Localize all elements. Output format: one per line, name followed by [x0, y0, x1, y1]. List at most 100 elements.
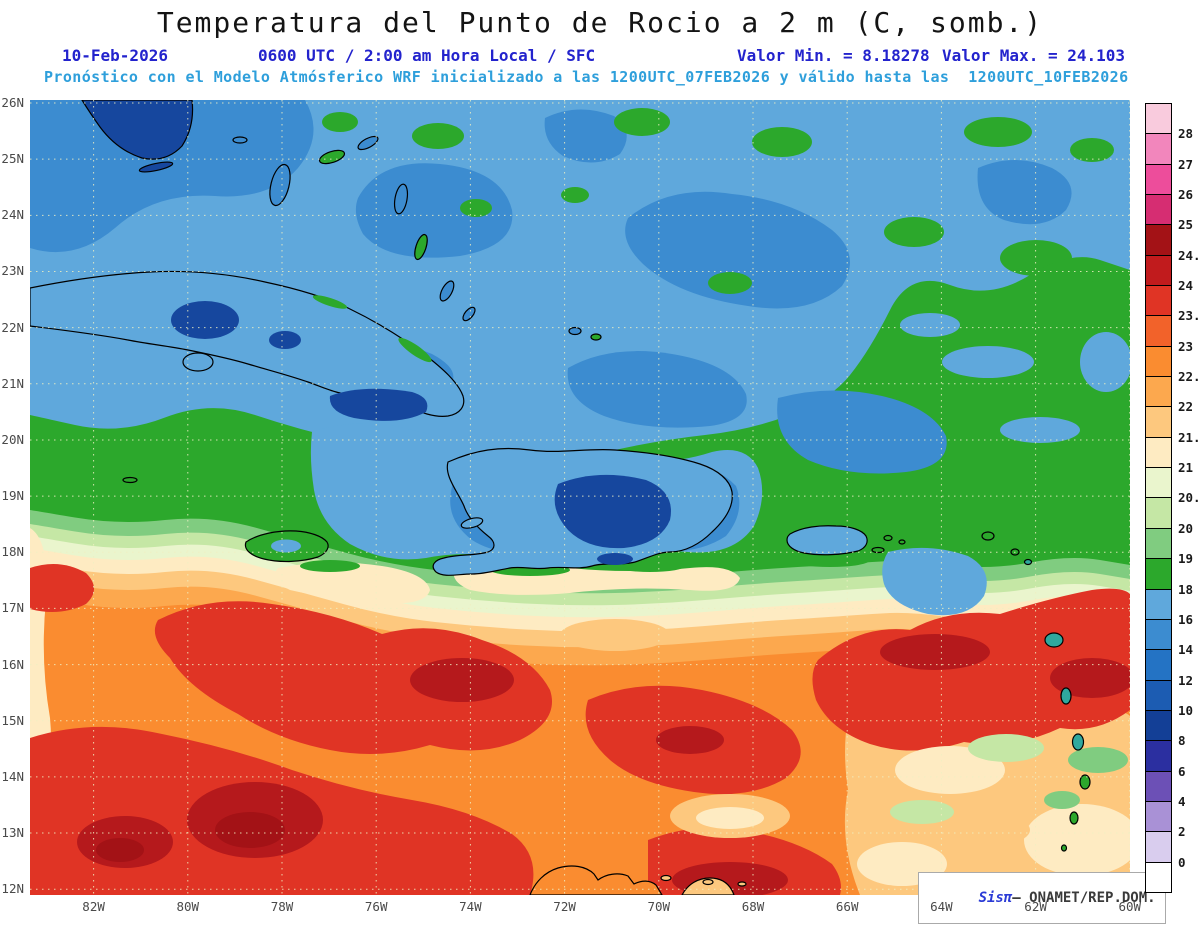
colorbar-tick-label: 0	[1178, 854, 1186, 870]
cuba-cold-spot	[171, 301, 239, 339]
lon-tick-label: 76W	[364, 899, 388, 914]
cuba-cold-spot	[269, 331, 301, 349]
jamaica-interior	[271, 539, 301, 553]
colorbar-cell: 21	[1146, 437, 1193, 475]
islands	[30, 100, 1091, 895]
turks-caicos	[568, 326, 582, 336]
contour-map-svg	[30, 100, 1130, 895]
lon-tick-label: 72W	[553, 899, 576, 914]
bahamas-island	[269, 163, 291, 207]
dominica	[1060, 687, 1072, 705]
lat-tick-label: 16N	[1, 656, 24, 672]
bahamas-island	[462, 306, 476, 322]
puerto-rico-coast	[786, 525, 868, 556]
latlon-grid	[30, 100, 1130, 895]
vieques-island	[871, 546, 885, 554]
colorbar-cell: 12	[1146, 650, 1193, 688]
colorbar-tick-label: 20.5	[1178, 490, 1200, 506]
colorbar-tick-label: 10	[1178, 702, 1194, 718]
colorbar-cell: 23	[1146, 316, 1193, 354]
lon-tick-label: 60W	[1118, 899, 1142, 914]
guajira-coast	[529, 865, 663, 895]
colorbar-cell: 8	[1146, 710, 1186, 748]
colorbar-tick-label: 28	[1178, 126, 1194, 142]
cuba-coast-green	[312, 295, 348, 309]
colorbar-tick-label: 24	[1178, 278, 1194, 294]
forecast-time: 0600 UTC / 2:00 am Hora Local / SFC	[258, 46, 596, 65]
lat-tick-label: 15N	[1, 712, 24, 728]
warm-field	[30, 528, 1130, 895]
colorbar-tick-label: 14	[1178, 642, 1194, 658]
lon-tick-label: 78W	[270, 899, 294, 914]
colorbar-cell: 26	[1146, 164, 1193, 202]
lat-tick-label: 23N	[1, 263, 24, 279]
virgin-islands	[883, 534, 893, 542]
cuba-coast	[30, 270, 465, 417]
st-lucia	[1079, 774, 1091, 790]
colorbar-cell: 24.5	[1146, 225, 1200, 263]
colorbar-cell: 4	[1146, 771, 1186, 809]
lat-axis: 26N 25N 24N 23N 22N 21N 20N 19N 18N 17N 16N 15N 14N 1…	[0, 95, 28, 896]
lat-tick-label: 22N	[1, 319, 24, 335]
lat-tick-label: 17N	[1, 600, 24, 616]
lesser-antilles	[1023, 558, 1033, 566]
lon-tick-label: 82W	[82, 899, 105, 914]
map-canvas: Sisπ– ONAMET/REP.DOM.	[30, 100, 1166, 924]
colorbar-cell: 22	[1146, 377, 1193, 414]
colorbar-cell: 22.5	[1146, 346, 1200, 384]
lon-axis: 82W 80W 78W 76W 74W 72W 70W 68W 66W 64W 62W 60W	[30, 897, 1141, 917]
map-title: Temperatura del Punto de Rocio a 2 m (C,…	[156, 6, 1044, 39]
colorbar-cell: 20.5	[1146, 468, 1200, 505]
lat-tick-label: 26N	[1, 95, 24, 110]
lat-tick-label: 20N	[1, 431, 24, 447]
lon-tick-label: 80W	[176, 899, 200, 914]
st-vincent	[1069, 811, 1079, 825]
colorbar-tick-label: 22	[1178, 399, 1194, 415]
cuba-cold-spot	[329, 388, 428, 421]
grenadines	[1060, 844, 1068, 852]
lat-tick-label: 21N	[1, 375, 24, 391]
lon-tick-label: 64W	[930, 899, 953, 914]
model-info-line: Pronóstico con el Modelo Atmósferico WRF…	[44, 68, 1129, 86]
curacao	[702, 878, 714, 886]
watermark-org: – ONAMET/REP.DOM.	[1012, 890, 1156, 906]
cayman-islands	[122, 476, 138, 484]
gonave-island	[460, 517, 484, 529]
colorbar-tick-label: 8	[1178, 733, 1186, 749]
martinique	[1071, 733, 1085, 751]
colorbar-tick-label: 19	[1178, 551, 1194, 567]
colorbar-cell: 18	[1146, 559, 1193, 597]
colorbar-cell: 6	[1146, 741, 1186, 779]
lon-tick-label: 66W	[835, 899, 859, 914]
hispaniola-cold-spot	[554, 474, 671, 549]
bahamas-island	[318, 149, 346, 165]
colorbar-cell	[1146, 862, 1171, 892]
florida-coast	[81, 100, 194, 160]
colorbar-tick-label: 21.5	[1178, 429, 1200, 445]
colorbar: 2827262524.52423.52322.52221.52120.52019…	[1145, 103, 1200, 893]
lat-tick-label: 25N	[1, 151, 24, 167]
colorbar-cell: 10	[1146, 680, 1193, 718]
colorbar-tick-label: 18	[1178, 581, 1194, 597]
bahamas-island	[357, 135, 379, 151]
forecast-date: 10-Feb-2026	[62, 46, 168, 65]
paraguana-coast	[681, 877, 735, 895]
guadeloupe	[1044, 632, 1064, 648]
lon-tick-label: 74W	[459, 899, 482, 914]
lat-tick-label: 18N	[1, 544, 24, 560]
aruba	[660, 874, 672, 882]
lon-tick-label: 62W	[1024, 899, 1047, 914]
bonaire	[737, 881, 747, 887]
colorbar-cell: 14	[1146, 619, 1193, 657]
isla-juventud	[182, 352, 214, 372]
bahamas-island	[393, 183, 409, 215]
colorbar-tick-label: 27	[1178, 156, 1194, 172]
lon-tick-label: 68W	[741, 899, 765, 914]
colorbar-cell: 20	[1146, 498, 1193, 536]
lon-tick-label: 70W	[647, 899, 671, 914]
colorbar-cell: 25	[1146, 195, 1193, 232]
colorbar-tick-label: 16	[1178, 611, 1194, 627]
colorbar-cell: 24	[1146, 255, 1193, 293]
colorbar-tick-label: 20	[1178, 520, 1194, 536]
turks-caicos	[590, 333, 602, 341]
